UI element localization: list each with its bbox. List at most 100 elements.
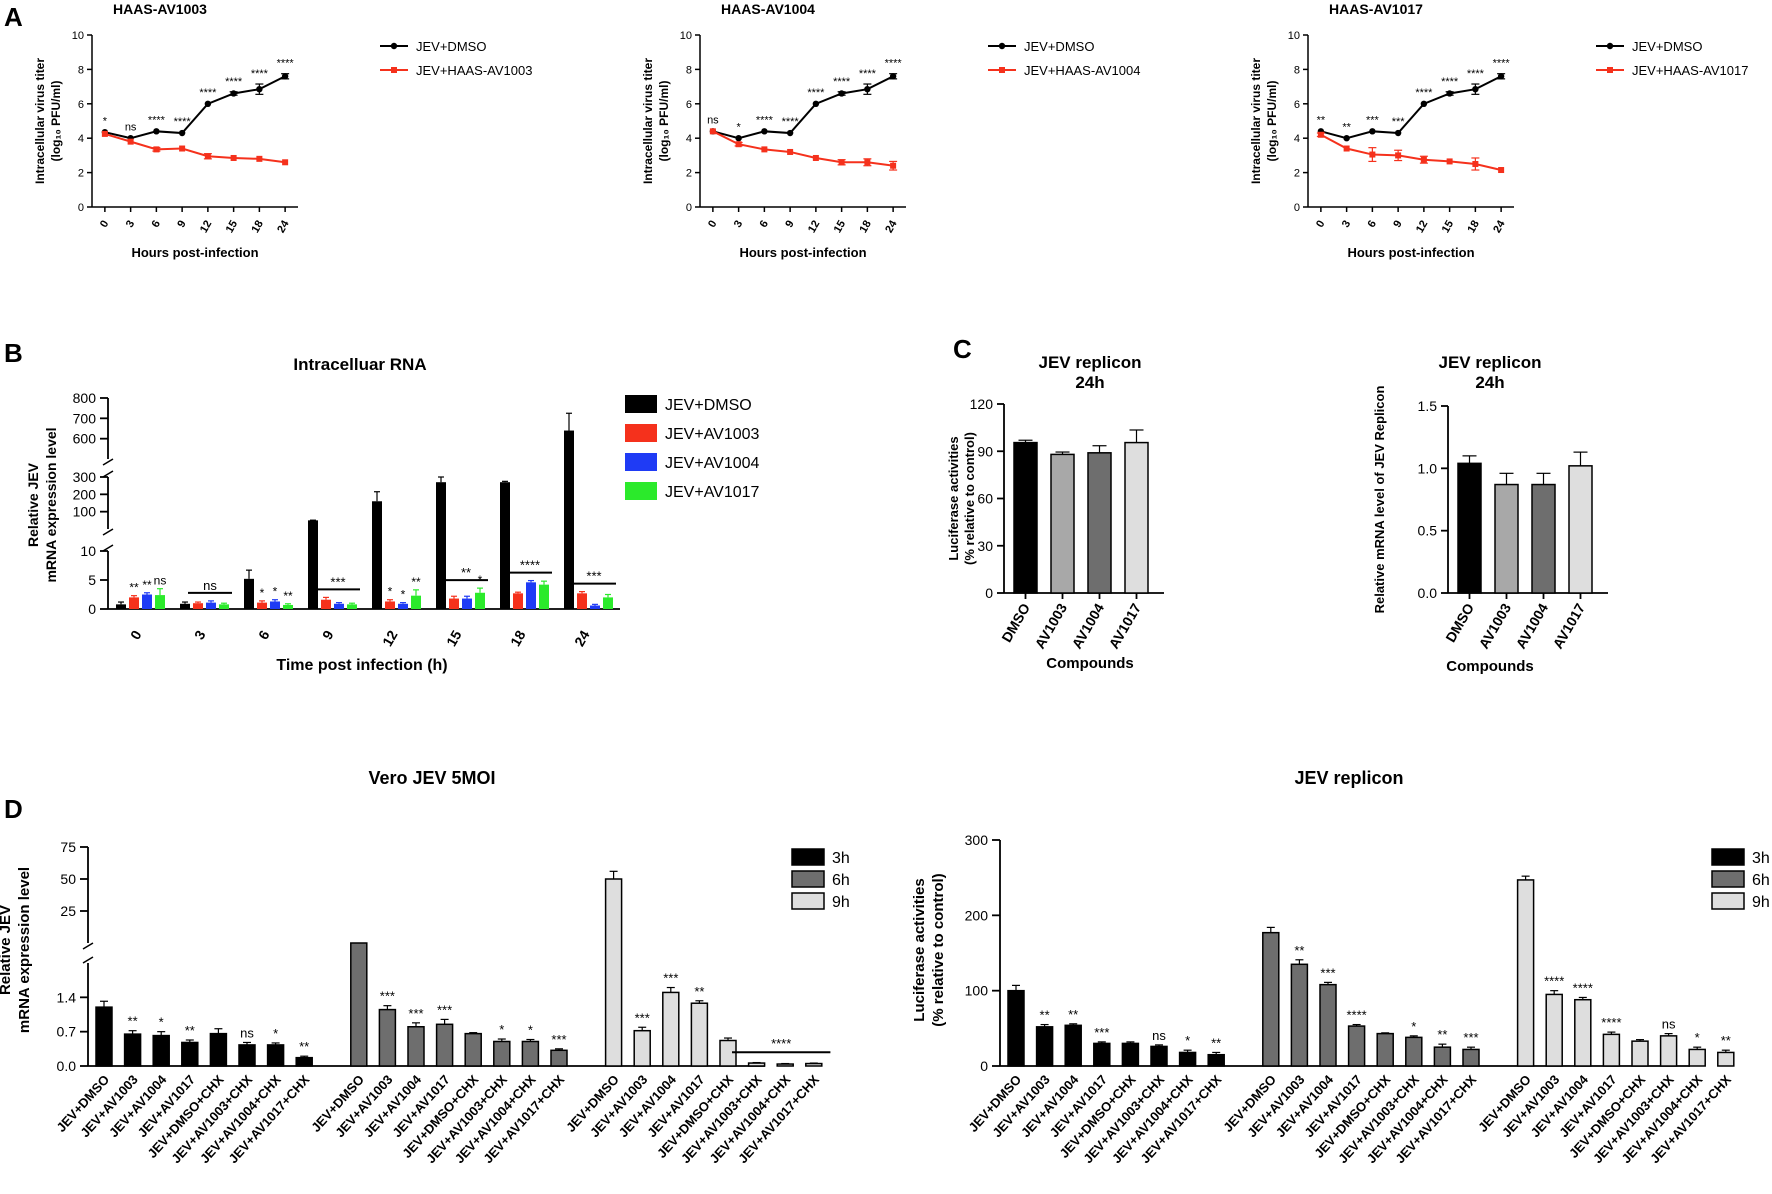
x-tick-label: 24 (1491, 218, 1508, 235)
y-tick-label: 600 (73, 431, 97, 447)
y-tick-label: 2 (78, 168, 84, 180)
x-tick-label: 15 (832, 219, 849, 236)
y-axis-title: Luciferase activities (911, 878, 928, 1021)
x-tick-label: 12 (198, 219, 215, 236)
significance-label: * (736, 121, 741, 133)
data-point-dmso (230, 90, 237, 97)
bar-3h-jev-av1003-chx (238, 1044, 256, 1067)
x-tick-label: 0 (1314, 219, 1327, 230)
significance-label: ** (461, 565, 471, 580)
bar-9h-jev-av1003-chx (747, 1062, 766, 1067)
legend-swatch (625, 424, 657, 442)
significance-label: ns (1662, 1017, 1676, 1032)
data-point-dmso (1497, 73, 1505, 80)
data-point-dmso (864, 85, 871, 93)
bar-6h-jev-av1003 (378, 1008, 397, 1067)
legend-swatch (791, 870, 825, 888)
axis-break-mark (82, 942, 94, 950)
bar-av1017 (1568, 465, 1593, 594)
bar-jev-av1017 (411, 595, 421, 609)
chart-title: JEV replicon (1439, 353, 1542, 372)
bar-jev-dmso (564, 430, 574, 609)
significance-label: * (528, 1023, 533, 1038)
y-tick-label: 120 (970, 396, 994, 412)
data-point-treated (1498, 167, 1505, 174)
y-tick-label: 0 (985, 585, 993, 601)
y-tick-label: 100 (73, 504, 97, 520)
panel-letter-c: C (953, 334, 972, 364)
bar-jev-dmso (500, 482, 510, 609)
y-tick-label: 700 (73, 410, 97, 426)
x-tick-label: DMSO (1442, 600, 1477, 644)
data-point-treated (1369, 151, 1376, 158)
bar-jev-dmso (116, 604, 126, 609)
bar-6h-jev-dmso (350, 942, 368, 1067)
bar-jev-av1017 (347, 604, 357, 609)
significance-label: ** (411, 575, 421, 589)
bar-3h-jev-av1017 (1093, 1042, 1111, 1067)
chart-title: HAAS-AV1003 (113, 1, 207, 17)
series-line-treated (1320, 133, 1502, 171)
x-tick-label: 9 (783, 219, 796, 230)
chart-d2-jev-replicon: JEV replicon 0 100 200 300 Luciferase activit… (911, 768, 1770, 1166)
significance-label: ** (142, 578, 152, 592)
bar-jev-av1004 (398, 603, 408, 609)
x-tick-label: AV1004 (1068, 600, 1107, 651)
y-tick-label: 90 (977, 443, 993, 459)
significance-label: **** (1467, 68, 1485, 80)
significance-label: **** (1441, 76, 1459, 88)
legend-swatch (791, 848, 825, 866)
legend-label: JEV+AV1004 (665, 455, 760, 472)
significance-label: * (273, 585, 278, 599)
significance-label: **** (1493, 58, 1511, 70)
legend-marker (390, 42, 398, 50)
legend-swatch (1711, 870, 1745, 888)
x-tick-label: 15 (224, 219, 241, 236)
y-axis-title-line2: (% relative to control) (930, 873, 947, 1026)
x-tick-label: AV1004 (1512, 600, 1551, 651)
bar-6h-jev-av1003 (1290, 963, 1309, 1067)
legend-swatch (1711, 848, 1745, 866)
y-axis-title-line2: mRNA expression level (16, 867, 33, 1033)
chart-subtitle: 24h (1475, 373, 1504, 392)
x-tick-label: AV1003 (1031, 600, 1070, 651)
significance-label: * (478, 573, 483, 587)
significance-label: *** (408, 1006, 423, 1021)
bar-6h-jev-av1003-chx (493, 1040, 511, 1067)
bar-jev-av1004 (206, 602, 216, 609)
y-tick-label: 6 (78, 99, 84, 111)
x-tick-label: 6 (255, 627, 273, 642)
legend-label: JEV+HAAS-AV1004 (1024, 63, 1140, 78)
bar-6h-jev-dmso-chx (464, 1032, 482, 1067)
x-tick-label: 9 (319, 627, 337, 642)
significance-label: ** (1721, 1033, 1731, 1048)
bar-jev-av1004 (590, 605, 600, 609)
axis-break-mark (102, 528, 114, 536)
series-line-dmso (712, 75, 894, 140)
y-axis-title: Intracellular virus titer (641, 58, 655, 184)
data-point-treated (709, 128, 716, 135)
significance-label: ns (125, 121, 137, 133)
x-tick-label: 9 (175, 219, 188, 230)
bar-av1003 (1494, 483, 1519, 594)
x-tick-label: AV1003 (1475, 600, 1514, 651)
y-tick-label: 6 (686, 99, 692, 111)
y-tick-label: 75 (60, 839, 76, 855)
significance-label: **** (771, 1036, 791, 1051)
significance-label: ** (185, 1023, 195, 1038)
axis-break-mark (102, 544, 114, 552)
bar-3h-jev-av1003 (123, 1033, 142, 1067)
bar-3h-jev-dmso-chx (1121, 1042, 1140, 1067)
y-tick-label: 4 (686, 133, 692, 145)
legend-swatch (791, 892, 825, 910)
axis-break-mark (102, 458, 114, 466)
significance-label: *** (330, 574, 345, 589)
series-line-dmso (1320, 75, 1502, 140)
y-axis-title-line2: mRNA expression level (43, 427, 59, 582)
x-tick-label: 18 (507, 627, 529, 649)
significance-label: * (159, 1015, 164, 1030)
legend-label: 9h (832, 894, 850, 911)
bar-jev-av1017 (283, 604, 293, 609)
x-tick-label: 12 (1414, 219, 1431, 236)
